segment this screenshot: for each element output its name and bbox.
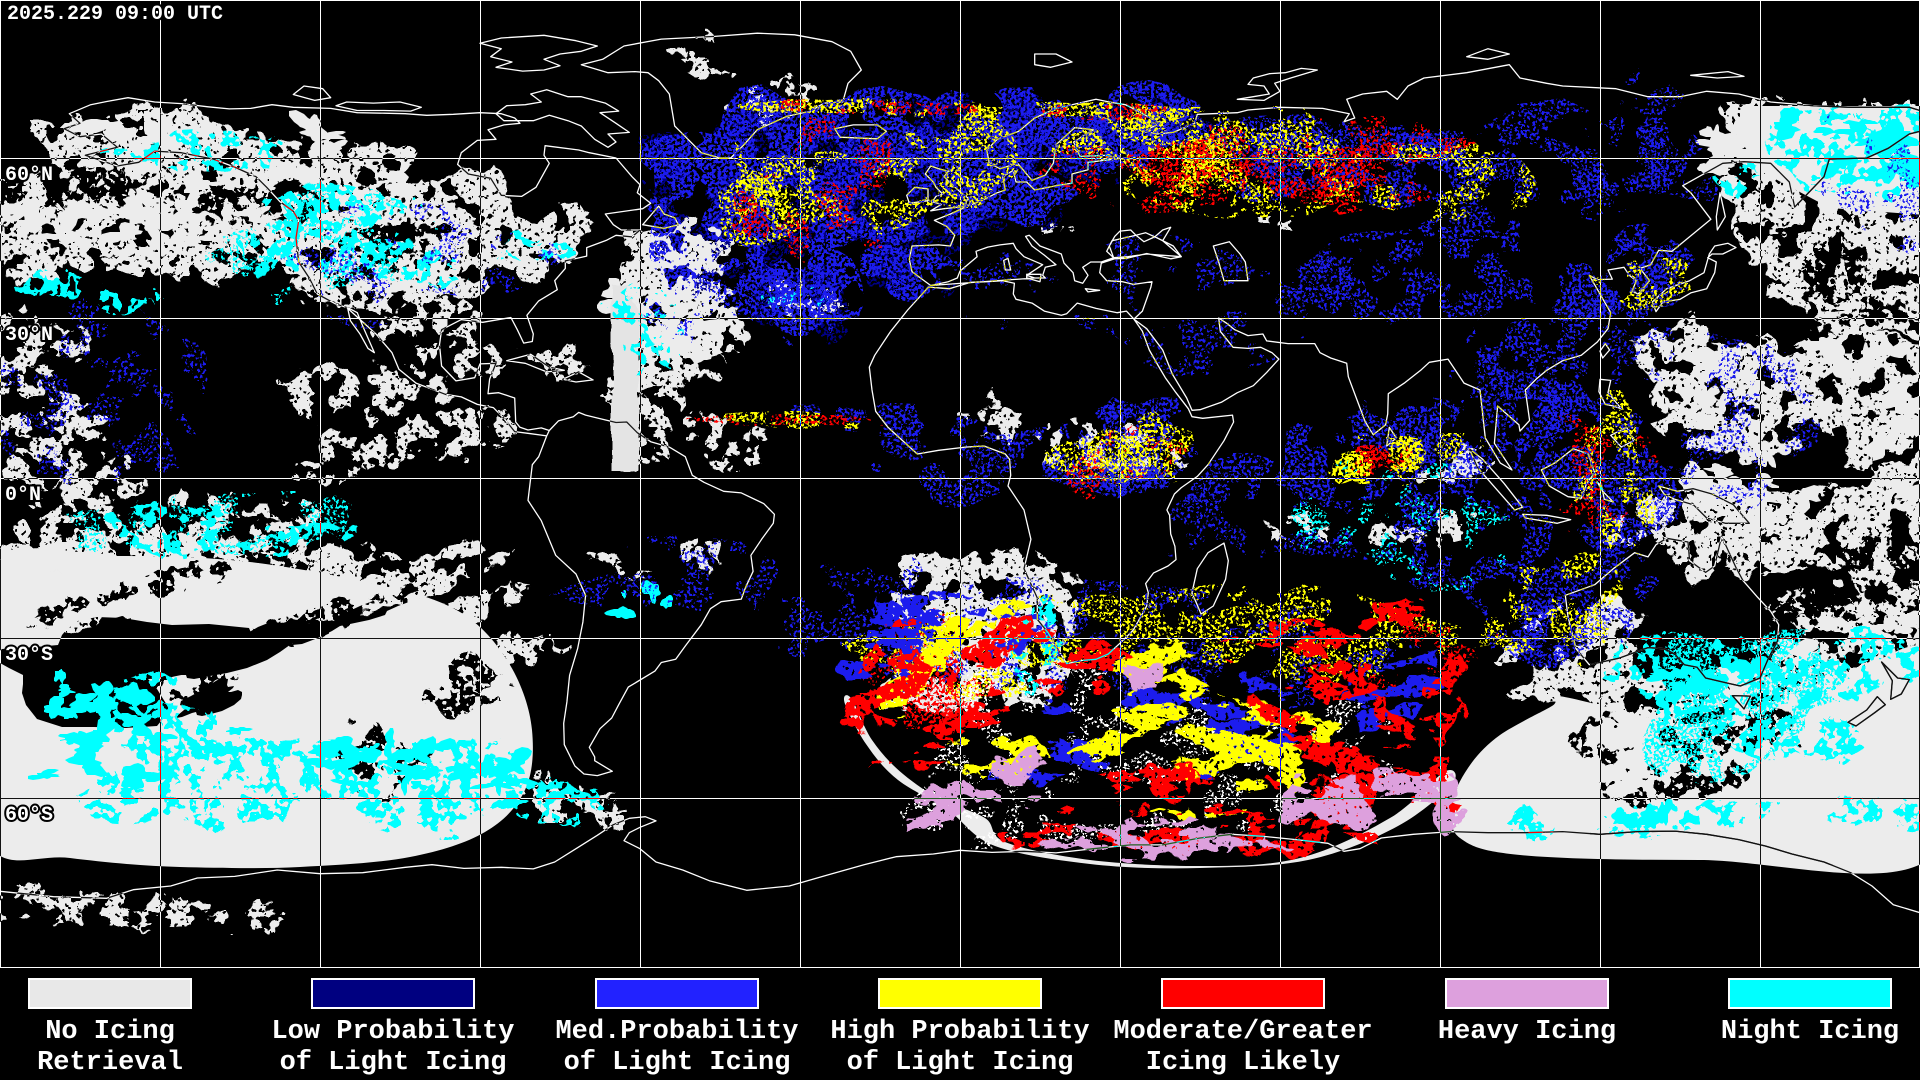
svg-text:High Probability: High Probability	[830, 1017, 1089, 1047]
svg-text:60°N: 60°N	[5, 164, 53, 187]
svg-text:Med.Probability: Med.Probability	[555, 1017, 798, 1047]
svg-text:2025.229 09:00 UTC: 2025.229 09:00 UTC	[7, 3, 223, 26]
svg-text:30°N: 30°N	[5, 324, 53, 347]
svg-text:30°S: 30°S	[5, 644, 53, 667]
svg-text:60°S: 60°S	[5, 804, 53, 827]
svg-text:of Light Icing: of Light Icing	[847, 1048, 1074, 1078]
svg-text:Moderate/Greater: Moderate/Greater	[1113, 1017, 1372, 1047]
svg-text:0°N: 0°N	[5, 484, 41, 507]
svg-text:Heavy Icing: Heavy Icing	[1438, 1017, 1616, 1047]
svg-text:Icing Likely: Icing Likely	[1146, 1048, 1340, 1078]
svg-text:No Icing: No Icing	[45, 1017, 175, 1047]
svg-text:Low Probability: Low Probability	[271, 1017, 514, 1047]
svg-text:Retrieval: Retrieval	[37, 1048, 183, 1078]
svg-text:of Light Icing: of Light Icing	[564, 1048, 791, 1078]
svg-text:Night Icing: Night Icing	[1721, 1017, 1899, 1047]
svg-text:of Light Icing: of Light Icing	[280, 1048, 507, 1078]
